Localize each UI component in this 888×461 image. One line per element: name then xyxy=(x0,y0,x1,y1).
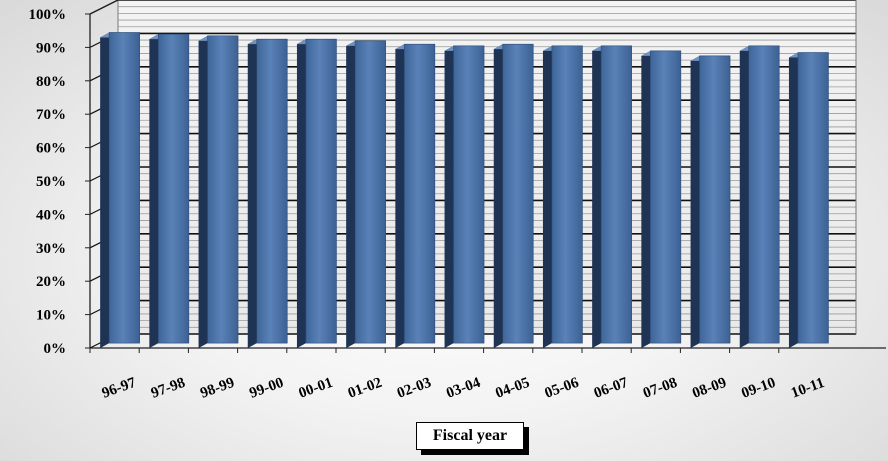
bar-front xyxy=(453,45,485,344)
bar-side xyxy=(247,39,257,349)
bar xyxy=(592,45,632,349)
bar-front xyxy=(354,40,386,344)
axes xyxy=(85,0,886,353)
y-tick-label: 10% xyxy=(36,308,66,324)
x-tick-labels: 96-97 97-98 98-99 99-00 00-01 01-02 02-03 03-04… xyxy=(100,375,827,402)
bar xyxy=(296,38,337,349)
bar-front xyxy=(305,38,337,344)
bar-front xyxy=(551,45,583,344)
bar xyxy=(395,43,436,349)
x-tick-label: 00-01 xyxy=(297,375,335,402)
bar-side xyxy=(198,35,208,349)
y-tick-label: 50% xyxy=(36,174,66,190)
bar-side xyxy=(739,45,749,349)
y-tick-label: 0% xyxy=(44,341,67,357)
bar xyxy=(444,45,485,349)
y-tick-label: 30% xyxy=(36,241,66,257)
y-tick-label: 90% xyxy=(36,40,66,56)
bar xyxy=(739,45,780,349)
bar xyxy=(247,38,288,349)
gridlines xyxy=(89,0,856,349)
bar-side xyxy=(542,45,552,349)
bar xyxy=(346,40,386,349)
bar xyxy=(149,33,190,349)
bar-side xyxy=(444,45,454,349)
bar-side xyxy=(149,34,159,349)
x-tick-label: 05-06 xyxy=(543,375,582,402)
bar-side xyxy=(296,39,306,349)
bar-front xyxy=(158,33,190,344)
x-tick-label: 99-00 xyxy=(247,375,285,402)
bar-side xyxy=(100,32,110,349)
x-tick-label: 09-10 xyxy=(739,375,777,402)
bar-front xyxy=(699,55,731,344)
y-tick-labels: 0% 10% 20% 30% 40% 50% 60% 70% 80% 90% 100% xyxy=(29,7,67,357)
x-tick-label: 08-09 xyxy=(690,375,728,402)
bar-front xyxy=(502,43,534,344)
y-tick-label: 100% xyxy=(29,7,67,23)
x-tick-label: 06-07 xyxy=(592,375,631,402)
y-tick-label: 70% xyxy=(36,107,66,123)
bar-front xyxy=(207,35,239,344)
bar xyxy=(788,52,829,349)
x-tick-label: 10-11 xyxy=(789,375,827,402)
bar xyxy=(690,55,731,349)
x-tick-label: 96-97 xyxy=(100,375,139,402)
bar-side xyxy=(690,55,700,349)
x-tick-label: 04-05 xyxy=(493,375,531,402)
bar xyxy=(100,32,140,349)
bar xyxy=(493,43,534,349)
bar-front xyxy=(256,38,288,344)
x-tick-label: 97-98 xyxy=(149,375,187,402)
x-tick-label: 98-99 xyxy=(198,375,236,402)
bar-front xyxy=(600,45,632,344)
y-tick-label: 40% xyxy=(36,207,66,223)
bar-front xyxy=(108,32,140,344)
bar xyxy=(542,45,583,349)
bar-front xyxy=(748,45,780,344)
bar-side xyxy=(641,50,651,349)
top-depth-edge xyxy=(89,0,119,15)
y-tick-label: 60% xyxy=(36,141,66,157)
bar-side xyxy=(592,45,602,349)
bar-front xyxy=(404,43,436,344)
bar-side xyxy=(493,44,503,349)
y-tick-label: 80% xyxy=(36,74,66,90)
y-tick-label: 20% xyxy=(36,274,66,290)
x-tick-label: 03-04 xyxy=(444,375,483,402)
bar xyxy=(198,35,239,349)
x-axis-title: Fiscal year xyxy=(416,422,524,450)
bar-front xyxy=(797,52,829,344)
bar xyxy=(641,50,682,349)
bar-side xyxy=(346,40,356,349)
x-tick-label: 02-03 xyxy=(395,375,433,402)
bar-side xyxy=(788,52,798,349)
bar-front xyxy=(650,50,682,344)
bars xyxy=(100,32,829,349)
x-tick-label: 01-02 xyxy=(346,375,384,402)
bar-side xyxy=(395,44,405,349)
x-tick-label: 07-08 xyxy=(641,375,679,402)
